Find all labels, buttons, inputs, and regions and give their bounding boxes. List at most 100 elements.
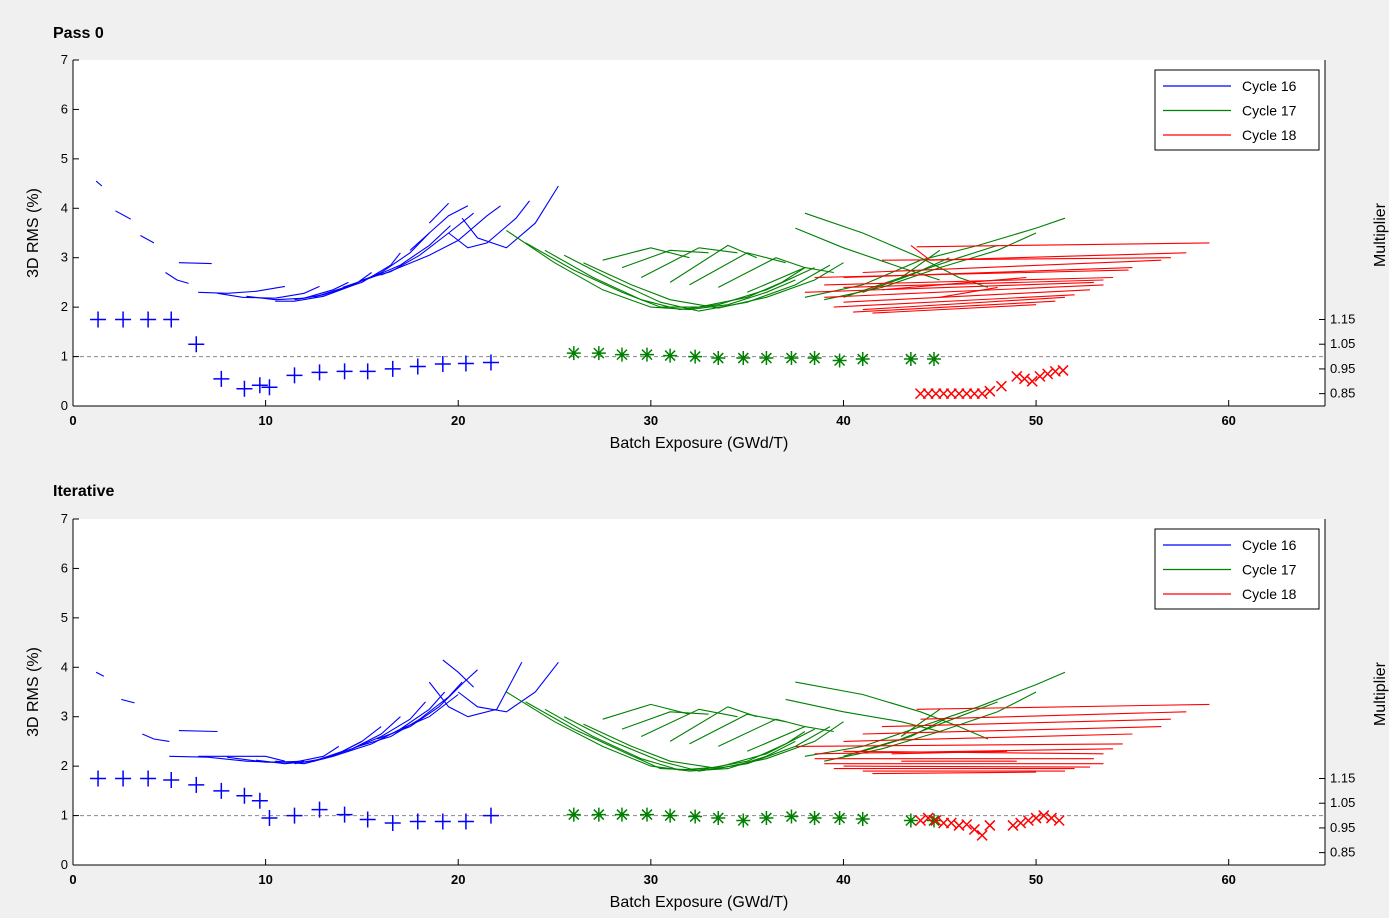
series-line-cycle-17-5 xyxy=(602,247,690,261)
marker-cycle-17-7 xyxy=(736,351,751,366)
series-markers xyxy=(90,311,1069,400)
series-line-cycle-18-7 xyxy=(843,279,1104,288)
series-line-cycle-17-2 xyxy=(544,249,815,311)
series-line-cycle-16-11 xyxy=(342,225,451,288)
series-markers xyxy=(90,770,1065,841)
marker-cycle-16-15 xyxy=(434,355,451,372)
series-line-cycle-17-17 xyxy=(862,716,950,752)
y2-tick-label: 0.95 xyxy=(1330,361,1355,376)
marker-cycle-16-13 xyxy=(384,360,401,377)
x-tick-label: 10 xyxy=(258,872,272,887)
y-tick-label: 5 xyxy=(61,151,68,166)
x-tick-label: 30 xyxy=(644,872,658,887)
marker-cycle-18-13 xyxy=(1026,375,1038,387)
marker-cycle-18-11 xyxy=(1011,370,1023,382)
marker-cycle-16-6 xyxy=(236,380,253,397)
y-tick-label: 5 xyxy=(61,610,68,625)
marker-cycle-17-8 xyxy=(759,351,774,366)
marker-cycle-17-4 xyxy=(663,808,678,823)
marker-cycle-17-14 xyxy=(926,813,941,828)
y-tick-label: 4 xyxy=(61,659,68,674)
y2-tick-label: 1.15 xyxy=(1330,771,1355,786)
y-tick-label: 2 xyxy=(61,758,68,773)
marker-cycle-18-11 xyxy=(1015,817,1027,829)
series-line-cycle-16-10 xyxy=(313,232,430,298)
marker-cycle-18-12 xyxy=(1022,814,1034,827)
series-line-cycle-18-14 xyxy=(872,304,1037,314)
chart-panel-1: Pass 0 0 10 20 30 40 50 60 0 1 2 3 4 5 6 7 1.15 1.05 0.95 0… xyxy=(25,25,1389,452)
series-line-cycle-18-6 xyxy=(814,748,1114,755)
series-line-cycle-18-5 xyxy=(795,743,1123,747)
marker-cycle-16-12 xyxy=(359,363,376,380)
marker-cycle-18-15 xyxy=(1045,812,1058,824)
marker-cycle-16-8 xyxy=(261,379,278,396)
series-line-cycle-16-5 xyxy=(198,285,285,294)
legend-label: Cycle 18 xyxy=(1242,586,1297,602)
marker-cycle-18-8 xyxy=(976,388,988,400)
series-line-cycle-16-12 xyxy=(357,681,463,747)
y-axis-label: 3D RMS (%) xyxy=(25,188,42,278)
marker-cycle-16-10 xyxy=(311,801,328,818)
marker-cycle-16-1 xyxy=(115,770,132,787)
series-line-cycle-16-3 xyxy=(178,730,218,733)
series-line-cycle-17-0 xyxy=(506,230,796,311)
marker-cycle-17-13 xyxy=(903,352,918,367)
series-line-cycle-18-12 xyxy=(862,296,1066,311)
marker-cycle-18-10 xyxy=(1007,819,1019,831)
y-tick-label: 6 xyxy=(61,560,68,575)
y-axis-label: 3D RMS (%) xyxy=(25,647,42,737)
marker-cycle-17-14 xyxy=(926,352,941,367)
marker-cycle-17-10 xyxy=(807,351,822,366)
legend: Cycle 16 Cycle 17 Cycle 18 xyxy=(1154,69,1320,151)
marker-cycle-16-0 xyxy=(90,770,107,787)
y-tick-label: 3 xyxy=(61,709,68,724)
series-line-cycle-18-15 xyxy=(891,750,1008,755)
series-line-cycle-18-0 xyxy=(916,703,1210,710)
marker-cycle-16-8 xyxy=(261,810,278,827)
marker-cycle-18-10 xyxy=(995,380,1007,392)
marker-cycle-16-3 xyxy=(163,311,180,328)
x-tick-label: 60 xyxy=(1221,872,1235,887)
marker-cycle-16-12 xyxy=(359,811,376,828)
marker-cycle-17-12 xyxy=(855,812,870,827)
series-line-cycle-17-11 xyxy=(746,726,834,752)
series-line-cycle-16-0 xyxy=(95,180,103,187)
marker-cycle-16-17 xyxy=(482,807,499,824)
marker-cycle-18-4 xyxy=(945,817,957,829)
marker-cycle-17-1 xyxy=(591,346,606,361)
marker-cycle-16-4 xyxy=(188,776,205,793)
series-line-cycle-17-11 xyxy=(746,267,834,293)
marker-cycle-16-3 xyxy=(163,771,180,788)
x-axis-label: Batch Exposure (GWd/T) xyxy=(610,894,789,911)
series-line-cycle-17-5 xyxy=(602,703,690,720)
series-line-cycle-16-0 xyxy=(95,671,105,677)
marker-cycle-18-15 xyxy=(1042,368,1054,380)
marker-cycle-16-15 xyxy=(434,813,451,830)
marker-cycle-18-1 xyxy=(922,812,934,824)
series-line-cycle-18-2 xyxy=(881,257,1171,261)
marker-cycle-17-2 xyxy=(614,807,629,822)
series-line-cycle-17-6 xyxy=(621,249,709,269)
chart-panels: Pass 00 10 20 30 40 50 60012345671.151.050.950… xyxy=(25,25,1389,911)
y2-tick-label: 0.95 xyxy=(1330,820,1355,835)
series-line-cycle-16-16 xyxy=(461,185,559,249)
marker-cycle-16-1 xyxy=(115,311,132,328)
series-line-cycle-16-6 xyxy=(217,285,320,299)
legend-label: Cycle 17 xyxy=(1242,103,1297,119)
marker-cycle-17-5 xyxy=(688,349,703,364)
marker-cycle-18-2 xyxy=(930,814,942,827)
legend: Cycle 16 Cycle 17 Cycle 18 xyxy=(1154,528,1320,610)
legend-label: Cycle 16 xyxy=(1242,537,1297,553)
marker-cycle-18-16 xyxy=(1053,814,1065,827)
chart-title: Pass 0 xyxy=(53,25,104,42)
chart-panel-2: Iterative 0 10 20 30 40 50 60 0 1 2 3 4 5 6 7 1.15 1.05 0.… xyxy=(25,483,1389,911)
x-tick-label: 0 xyxy=(69,872,76,887)
marker-cycle-17-4 xyxy=(663,348,678,363)
marker-cycle-17-0 xyxy=(566,346,581,361)
y-tick-label: 7 xyxy=(61,511,68,526)
series-line-cycle-17-3 xyxy=(563,254,831,312)
x-tick-label: 50 xyxy=(1029,872,1043,887)
marker-cycle-17-11 xyxy=(832,353,847,368)
marker-cycle-17-11 xyxy=(832,811,847,826)
